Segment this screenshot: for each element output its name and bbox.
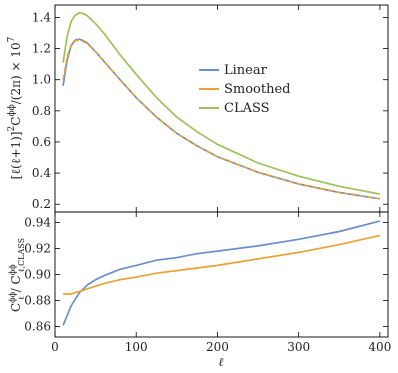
top-y-tick-label: 1.4	[32, 10, 51, 24]
bottom-series-lines	[62, 220, 381, 326]
bottom-series-line-smoothed	[63, 234, 381, 295]
legend-label-class: CLASS	[224, 101, 270, 116]
top-y-tick-label: 0.8	[32, 104, 51, 118]
top-panel: 0.2 0.4 0.6 0.8 1.0 1.2 1.4 Linear Smoothed CLAS…	[7, 4, 389, 213]
legend: Linear Smoothed CLASS	[199, 63, 291, 116]
top-series-lines	[62, 11, 381, 200]
x-axis-label: ℓ	[219, 355, 224, 369]
top-series-line-smoothed	[62, 39, 381, 200]
top-x-ticks	[54, 5, 381, 212]
top-y-tick-label: 1.0	[32, 73, 51, 87]
bottom-y-tick-label: 0.88	[24, 294, 51, 308]
top-series-line-linear	[62, 38, 381, 200]
bottom-x-ticks: 0 100 200 300 400	[51, 212, 391, 354]
bottom-x-tick-label: 0	[51, 340, 59, 354]
bottom-series-line-linear	[62, 220, 381, 326]
bottom-x-tick-label: 200	[206, 340, 229, 354]
bottom-x-tick-label: 400	[368, 340, 391, 354]
bottom-y-axis-label: Cϕϕℓ / Cϕϕℓ,CLASS	[8, 238, 26, 312]
bottom-y-tick-label: 0.94	[24, 215, 51, 229]
bottom-y-tick-label: 0.92	[24, 241, 51, 255]
bottom-x-tick-label: 100	[125, 340, 148, 354]
top-series-line-class	[62, 11, 381, 195]
top-y-axis-label: [ℓ(ℓ+1)]2Cϕϕ/(2π) × 107	[7, 36, 23, 179]
bottom-y-tick-label: 0.90	[24, 268, 51, 282]
legend-label-linear: Linear	[224, 63, 268, 78]
legend-label-smoothed: Smoothed	[224, 82, 291, 97]
bottom-y-tick-label: 0.86	[24, 320, 51, 334]
bottom-x-tick-label: 300	[287, 340, 310, 354]
bottom-panel: 0.86 0.88 0.90 0.92 0.94 0 100 200 300 400 Cϕϕℓ …	[8, 211, 391, 369]
top-y-ticks: 0.2 0.4 0.6 0.8 1.0 1.2 1.4	[32, 10, 388, 211]
top-y-tick-label: 0.6	[32, 135, 51, 149]
bottom-y-ticks: 0.86 0.88 0.90 0.92 0.94	[24, 215, 388, 334]
top-y-tick-label: 0.2	[32, 197, 51, 211]
top-y-tick-label: 0.4	[32, 166, 51, 180]
top-y-tick-label: 1.2	[32, 42, 51, 56]
